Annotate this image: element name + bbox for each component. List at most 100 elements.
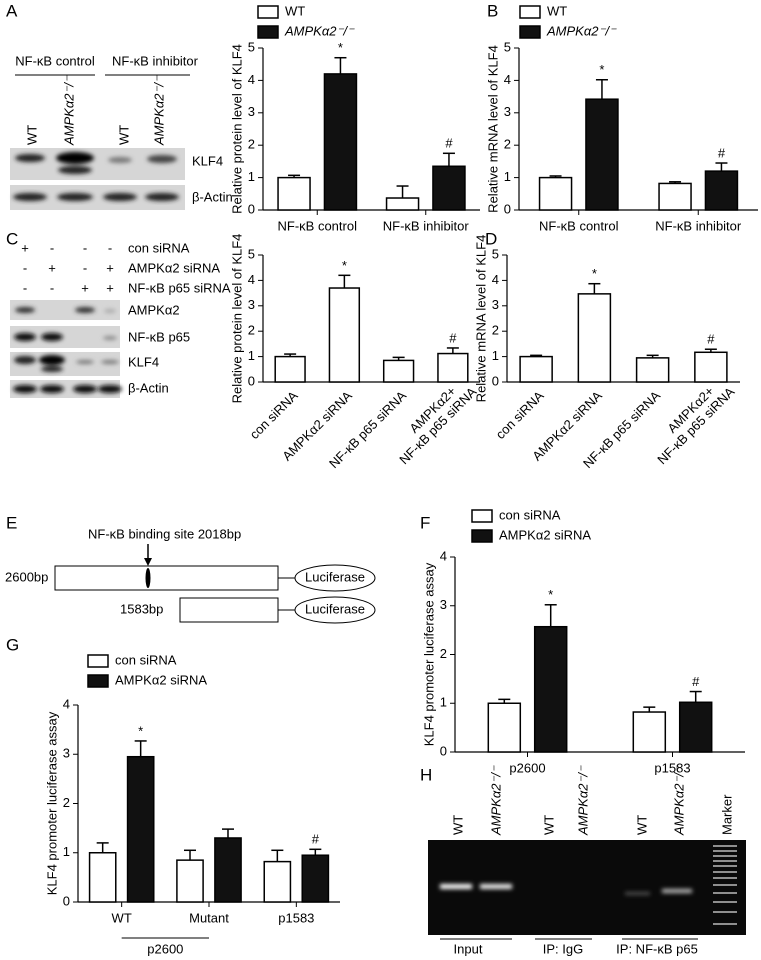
x-tick-label: Mutant [189,910,229,925]
y-axis-label: KLF4 promoter luciferase assay [421,562,436,746]
sign: + [106,260,114,275]
y-tick-label: 0 [504,201,511,216]
lane-label: AMPKα2⁻/⁻ [671,765,686,836]
y-tick-label: 1 [504,169,511,184]
y-tick-label: 2 [504,137,511,152]
sign: - [83,260,87,275]
y-tick-label: 1 [248,348,255,363]
y-tick-label: 0 [63,893,70,908]
y-axis-label: Relative protein level of KLF4 [229,44,244,214]
y-tick-label: 4 [248,272,255,287]
lane-label: WT [450,815,465,835]
bar [88,852,117,903]
bands [13,193,179,201]
legend-label: WT [285,3,305,18]
sign: - [50,280,54,295]
binding-site [145,568,151,588]
panel-label: C [6,229,18,248]
lane-label: AMPKα2⁻/⁻ [488,765,503,836]
y-tick-label: 0 [440,743,447,758]
significance-marker: * [592,266,597,281]
reporter-label: Luciferase [305,569,365,584]
lane-label: AMPKα2⁻/⁻ [151,75,166,146]
y-axis-label: Relative protein level of KLF4 [229,234,244,404]
blot-group: NF-κB inhibitor [112,53,199,68]
bar [274,355,306,383]
significance-marker: * [342,258,347,273]
legend-swatch [87,674,109,688]
ladder [713,845,737,925]
legend-label: con siRNA [115,652,177,667]
legend-label: WT [547,3,567,18]
significance-marker: * [548,587,553,602]
y-tick-label: 1 [492,348,499,363]
lane-label: WT [541,815,556,835]
y-tick-label: 2 [63,795,70,810]
sign: + [48,260,56,275]
y-tick-label: 5 [248,39,255,54]
panel-label: E [6,513,17,532]
row-label: KLF4 [192,153,223,168]
bar [487,702,522,753]
condition-label: AMPKα2 siRNA [128,260,220,275]
row-label: KLF4 [128,354,159,369]
row-label: NF-κB p65 [128,329,190,344]
y-axis-label: Relative mRNA level of KLF4 [473,235,488,403]
lane-label: Marker [719,794,734,835]
x-tick-label: p2600 [509,760,545,775]
y-tick-label: 3 [492,297,499,312]
group-label: p2600 [147,941,183,956]
legend-swatch [471,529,493,543]
y-tick-label: 4 [440,548,447,563]
legend-label: AMPKα2⁻/⁻ [284,23,355,38]
legend-label: con siRNA [499,507,561,522]
arrow-head [144,558,152,566]
y-tick-label: 3 [63,746,70,761]
sign: + [106,280,114,295]
panel-label: B [487,1,498,20]
bar [538,176,573,211]
bar [632,711,667,753]
x-tick-label: p1583 [278,910,314,925]
group-label: IP: NF-κB p65 [616,941,698,956]
y-tick-label: 2 [248,137,255,152]
bar [382,359,415,383]
sign: - [23,260,27,275]
x-tick-label: con siRNA [493,388,547,442]
y-tick-label: 4 [63,696,70,711]
significance-marker: * [599,62,604,77]
x-tick-label: p1583 [654,760,690,775]
bar [658,182,692,211]
y-tick-label: 4 [492,272,499,287]
significance-marker: * [338,40,343,55]
blot-strip [10,352,120,376]
panel-label: H [420,765,432,784]
bar [277,176,311,211]
blot-strip [10,148,185,180]
panel-label: G [6,635,19,654]
row-label: β-Actin [192,189,233,204]
lane-label: AMPKα2⁻/⁻ [575,765,590,836]
x-tick-label: con siRNA [247,388,301,442]
sign: + [21,240,29,255]
x-tick-label: WT [112,910,132,925]
legend-swatch [519,25,541,39]
legend-swatch [87,654,109,668]
x-tick-label: NF-κB inhibitor [383,218,470,233]
y-tick-label: 0 [248,373,255,388]
x-tick-label: NF-κB control [278,218,358,233]
bar [519,355,553,383]
x-tick-label: NF-κB control [539,218,619,233]
legend-swatch [257,25,279,39]
bar [323,73,358,211]
bands [13,307,122,393]
bar [533,625,568,753]
y-tick-label: 2 [248,323,255,338]
y-tick-label: 5 [248,246,255,261]
y-tick-label: 1 [248,169,255,184]
legend-swatch [471,509,493,523]
y-tick-label: 3 [440,597,447,612]
sign: - [23,280,27,295]
